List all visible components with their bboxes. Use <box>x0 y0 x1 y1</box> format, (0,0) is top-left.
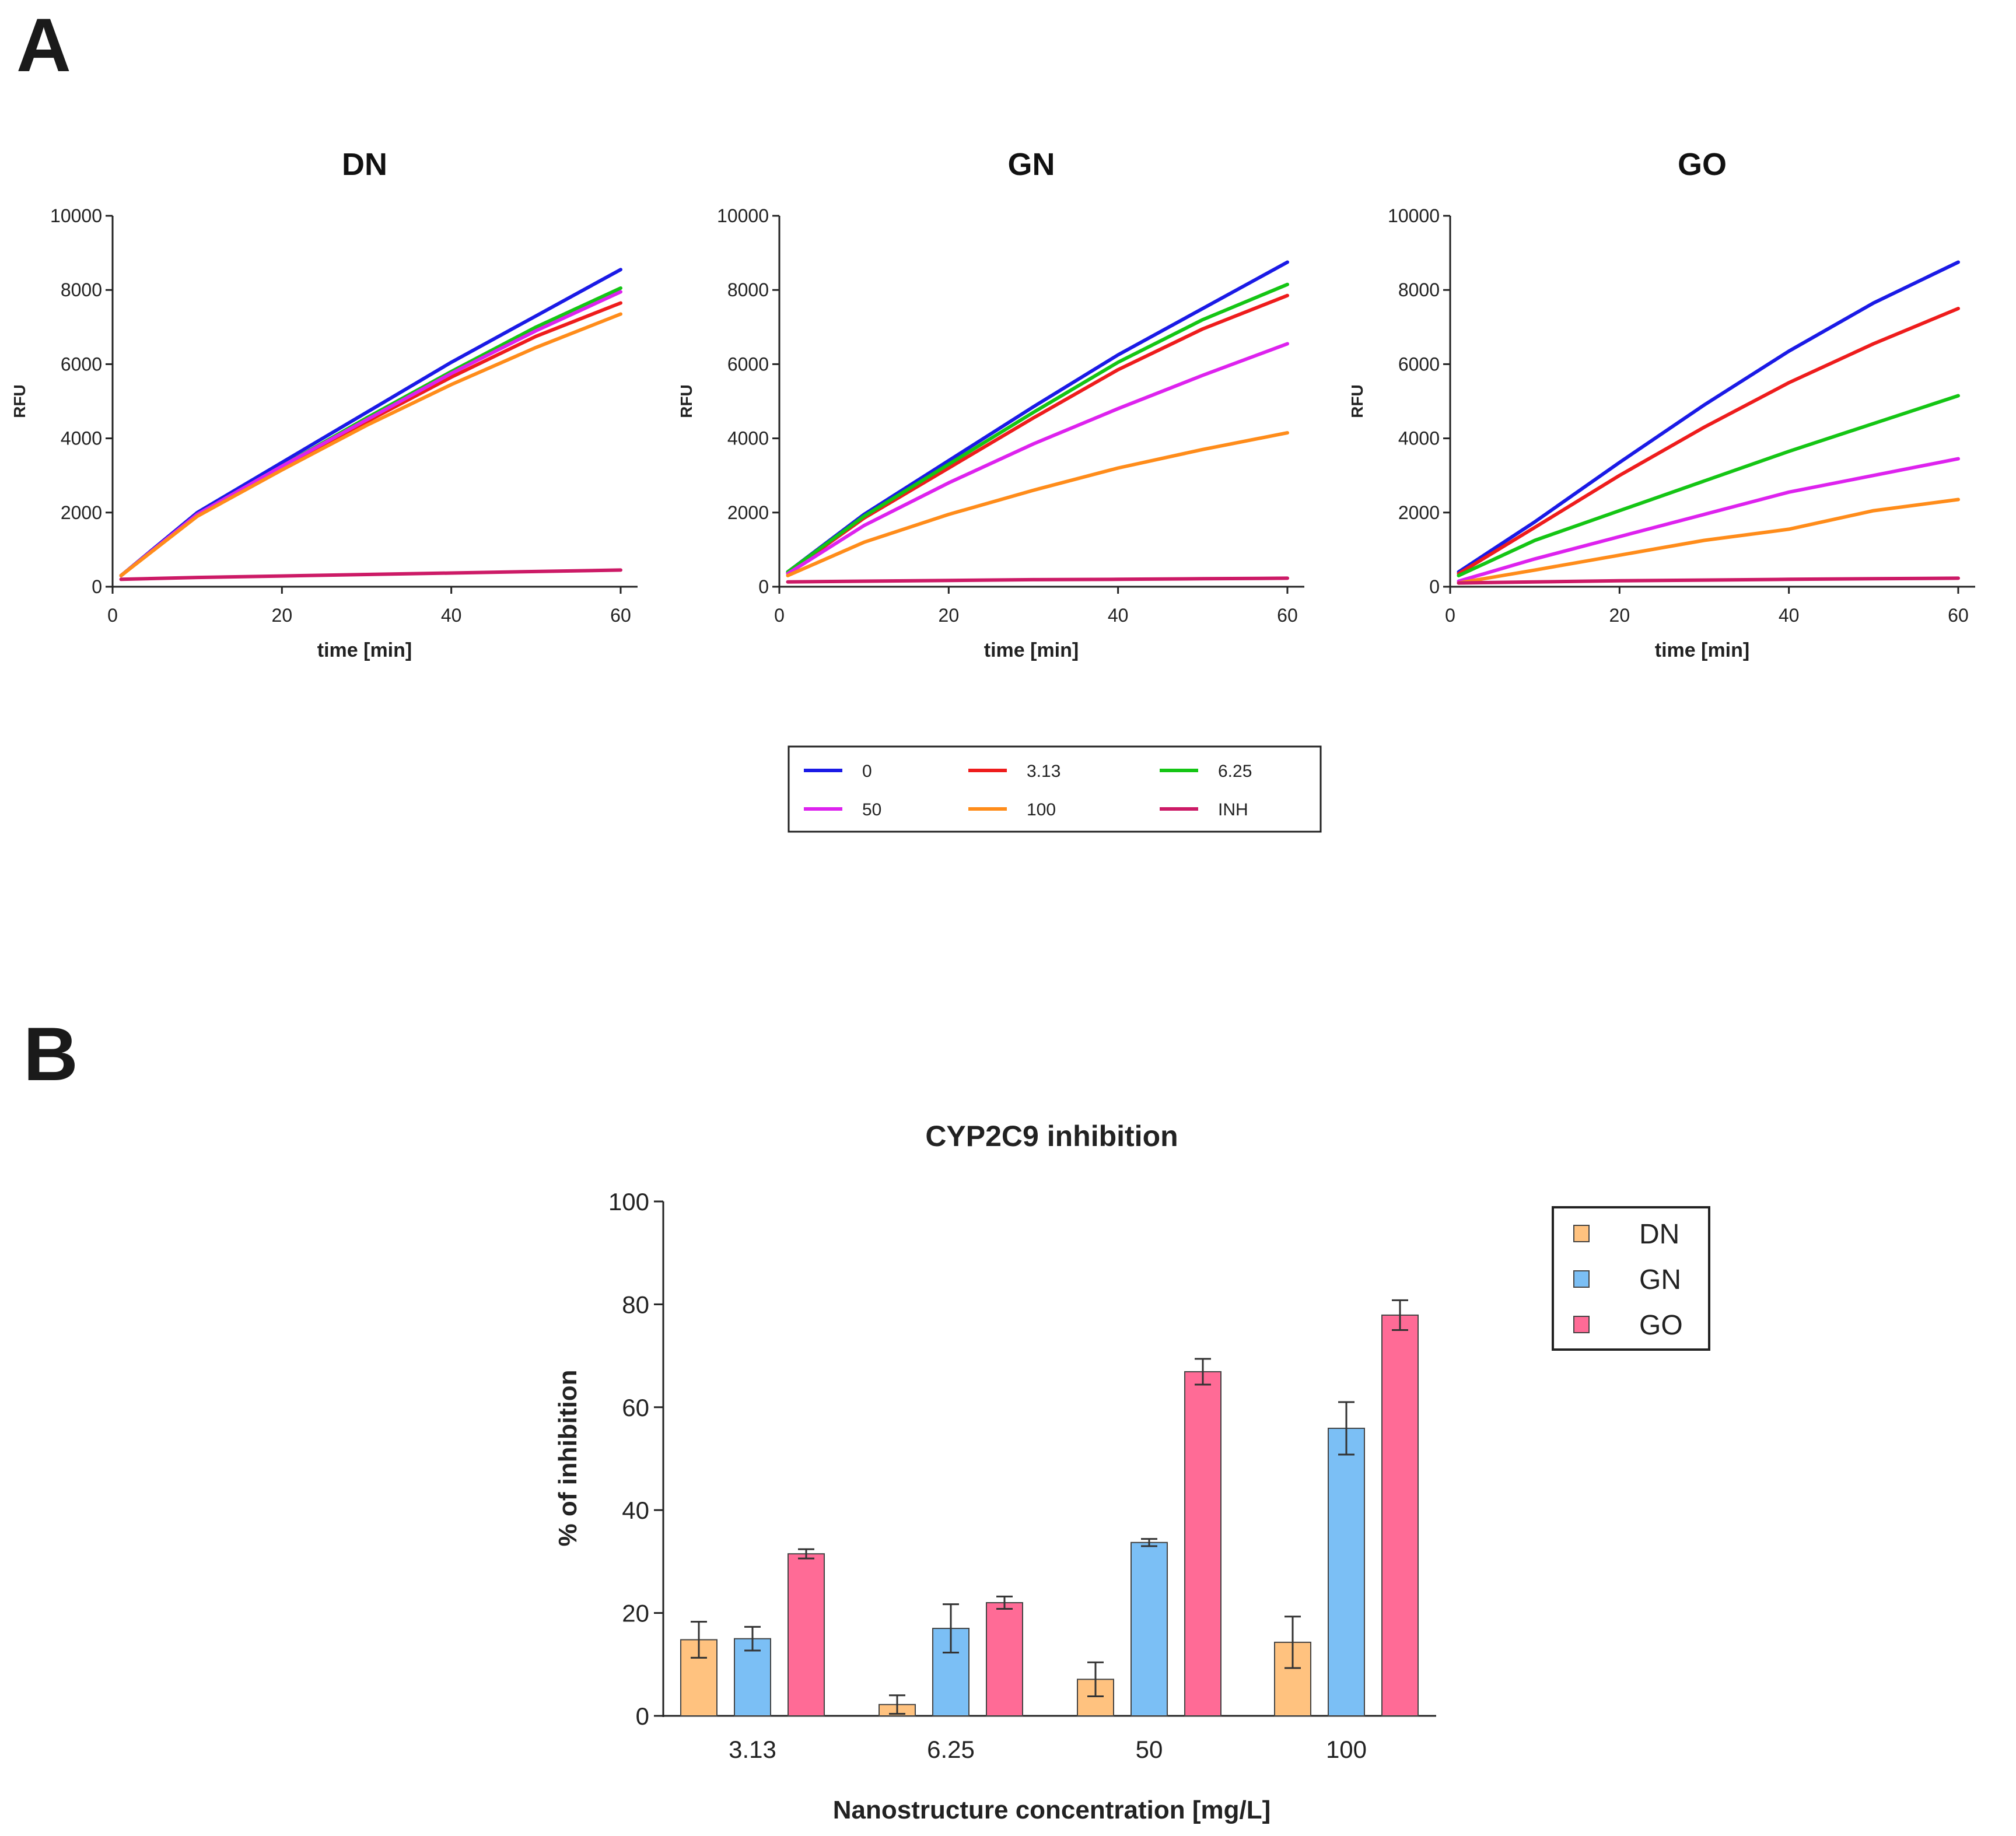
bar-gn <box>1130 1541 1168 1717</box>
series-line-50 <box>786 342 1289 576</box>
y-tick-label: 10000 <box>1388 205 1440 226</box>
line-legend-frame <box>788 745 1322 833</box>
series-line-INH <box>119 568 622 581</box>
y-tick-label: 4000 <box>727 428 769 449</box>
chart-title: GN <box>1008 147 1055 182</box>
bar-category-label: 50 <box>1136 1736 1163 1763</box>
x-tick-label: 0 <box>107 605 118 626</box>
bar-go <box>1184 1371 1222 1716</box>
series-line-3.13 <box>1457 307 1960 576</box>
y-tick-label: 6000 <box>61 353 102 374</box>
series-line-0 <box>1457 260 1960 574</box>
bar-gn <box>1328 1427 1365 1716</box>
bar-go <box>986 1602 1023 1716</box>
x-tick-label: 20 <box>1609 605 1630 626</box>
x-tick-label: 0 <box>1445 605 1455 626</box>
x-tick-label: 40 <box>1108 605 1129 626</box>
bar-y-tick-label: 40 <box>622 1497 649 1524</box>
series-line-3.13 <box>786 293 1289 574</box>
bar-y-axis-title: % of inhibition <box>554 1369 582 1546</box>
bar-go <box>1381 1314 1419 1717</box>
bar-legend: DN GN GO <box>1552 1206 1710 1351</box>
bar-gn <box>734 1638 771 1716</box>
bar-category-label: 6.25 <box>927 1736 975 1763</box>
series-line-50 <box>119 290 622 577</box>
y-tick-label: 2000 <box>1398 502 1440 523</box>
series-line-100 <box>1457 497 1960 585</box>
x-tick-label: 0 <box>774 605 785 626</box>
bar-y-tick-label: 60 <box>622 1394 649 1421</box>
x-tick-label: 60 <box>1948 605 1969 626</box>
bar-category-label: 3.13 <box>729 1736 776 1763</box>
y-tick-label: 6000 <box>727 353 769 374</box>
legend-label: 3.13 <box>1027 762 1060 781</box>
bar-legend-label: GO <box>1639 1310 1683 1341</box>
x-tick-label: 60 <box>1277 605 1298 626</box>
y-tick-label: 8000 <box>61 279 102 300</box>
chart-title: DN <box>342 147 387 182</box>
series-line-50 <box>1457 457 1960 583</box>
y-axis-title: RFU <box>10 384 29 418</box>
y-tick-label: 2000 <box>727 502 769 523</box>
series-line-100 <box>119 312 622 577</box>
y-tick-label: 0 <box>1429 576 1440 597</box>
x-tick-label: 20 <box>939 605 960 626</box>
panel-b-letter: B <box>23 1011 78 1096</box>
line-legend: 0 3.13 6.25 50 100 INH <box>788 745 1322 833</box>
x-tick-label: 60 <box>610 605 631 626</box>
legend-label: 50 <box>862 800 881 819</box>
series-line-6.25 <box>1457 394 1960 577</box>
y-tick-label: 10000 <box>717 205 769 226</box>
bar-legend-swatch <box>1573 1316 1590 1333</box>
legend-label: INH <box>1218 800 1248 819</box>
legend-label: 0 <box>862 762 872 781</box>
bar-legend-swatch <box>1573 1270 1590 1288</box>
line-chart-dn: DN 0 2000 4000 6000 8000 10000 0 20 40 60 time [min… <box>10 147 638 661</box>
bar-category-label: 100 <box>1326 1736 1367 1763</box>
series-line-INH <box>1457 576 1960 585</box>
x-axis-title: time [min] <box>1655 639 1749 661</box>
bar-go <box>788 1553 825 1716</box>
bar-y-tick-label: 100 <box>608 1188 649 1215</box>
y-tick-label: 8000 <box>727 279 769 300</box>
y-tick-label: 2000 <box>61 502 102 523</box>
bar-y-tick-label: 0 <box>636 1702 649 1730</box>
x-axis-title: time [min] <box>984 639 1079 661</box>
line-chart-gn: GN 0 2000 4000 6000 8000 10000 0 20 40 60 time [min… <box>677 147 1304 661</box>
bar-x-axis-title: Nanostructure concentration [mg/L] <box>833 1796 1271 1824</box>
legend-label: 100 <box>1027 800 1056 819</box>
chart-title: GO <box>1678 147 1727 182</box>
y-tick-label: 4000 <box>61 428 102 449</box>
y-tick-label: 0 <box>92 576 102 597</box>
bar-legend-label: DN <box>1639 1219 1679 1250</box>
y-tick-label: 8000 <box>1398 279 1440 300</box>
x-axis-title: time [min] <box>317 639 412 661</box>
x-tick-label: 40 <box>1779 605 1800 626</box>
bar-legend-label: GN <box>1639 1264 1681 1295</box>
series-line-100 <box>786 431 1289 577</box>
bar-y-tick-label: 80 <box>622 1291 649 1318</box>
bar-chart-title: CYP2C9 inhibition <box>925 1120 1178 1152</box>
y-axis-title: RFU <box>1348 384 1366 418</box>
panel-a-letter: A <box>16 2 71 87</box>
y-tick-label: 6000 <box>1398 353 1440 374</box>
line-chart-go: GO 0 2000 4000 6000 8000 10000 0 20 40 60 time [min… <box>1348 147 1975 661</box>
legend-label: 6.25 <box>1218 762 1252 781</box>
y-tick-label: 4000 <box>1398 428 1440 449</box>
bar-chart-group: CYP2C9 inhibition 0 20 40 60 80 100 3.13 6.25 50 1… <box>554 1120 1710 1824</box>
series-line-6.25 <box>786 282 1289 574</box>
bar-y-tick-label: 20 <box>622 1600 649 1627</box>
y-tick-label: 10000 <box>50 205 102 226</box>
series-line-INH <box>786 576 1289 584</box>
x-tick-label: 20 <box>272 605 293 626</box>
y-axis-title: RFU <box>677 384 695 418</box>
y-tick-label: 0 <box>758 576 769 597</box>
x-tick-label: 40 <box>441 605 462 626</box>
bar-legend-swatch <box>1573 1225 1590 1242</box>
